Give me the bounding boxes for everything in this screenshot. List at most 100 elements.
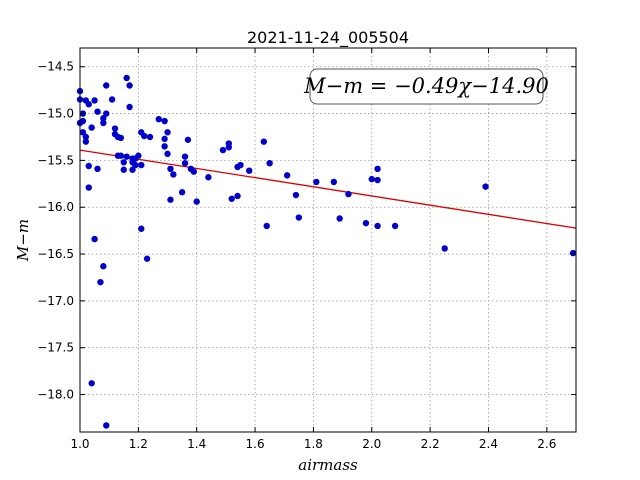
- data-point: [100, 115, 107, 122]
- data-point: [374, 222, 381, 230]
- annotation-box: [309, 68, 544, 105]
- data-point: [184, 136, 192, 143]
- data-point: [132, 161, 139, 169]
- data-point: [82, 138, 90, 145]
- data-point: [85, 184, 92, 191]
- x-tick-label: 2.6: [537, 437, 556, 451]
- data-point: [219, 146, 227, 154]
- y-tick-label: −16.0: [37, 200, 74, 214]
- data-point: [225, 144, 232, 151]
- data-point: [374, 165, 381, 173]
- y-tick-label: −17.0: [37, 294, 74, 308]
- data-point: [391, 222, 399, 230]
- x-tick-label: 2.2: [421, 437, 440, 451]
- y-tick-label: −15.5: [37, 153, 74, 167]
- y-tick-label: −14.5: [37, 60, 74, 74]
- data-point: [129, 166, 136, 173]
- data-point: [103, 82, 110, 89]
- data-point: [167, 165, 174, 173]
- data-point: [82, 133, 90, 141]
- x-tick-label: 1.8: [304, 437, 323, 451]
- data-points: [76, 74, 577, 429]
- data-point: [181, 153, 189, 160]
- plot-background: [80, 48, 576, 432]
- plot-frame: [79, 47, 577, 433]
- data-point: [91, 235, 98, 243]
- data-point: [108, 96, 116, 103]
- data-point: [190, 168, 197, 175]
- data-point: [94, 108, 101, 115]
- data-point: [234, 192, 241, 200]
- fit-line: [79, 149, 577, 229]
- data-point: [143, 255, 151, 262]
- data-point: [246, 167, 253, 174]
- data-point: [161, 117, 168, 125]
- equation-annotation: M−m = −0.49χ−14.90: [303, 68, 549, 105]
- data-point: [164, 150, 171, 158]
- data-point: [482, 183, 489, 190]
- data-point: [117, 134, 125, 142]
- x-axis-label: airmass: [298, 456, 358, 474]
- data-point: [330, 178, 338, 186]
- x-tick-label: 1.6: [246, 437, 265, 451]
- data-point: [88, 380, 95, 387]
- y-axis-label: M−m: [14, 219, 32, 262]
- axis-ticks: 1.0 1.2 1.4 1.6 1.8 2.0 2.2 2.4 2.6 −14.5 −15.0 −15…: [37, 48, 576, 451]
- data-point: [155, 115, 162, 123]
- y-tick-label: −16.5: [37, 247, 74, 261]
- data-point: [193, 198, 200, 205]
- x-tick-label: 1.4: [187, 437, 206, 451]
- data-point: [569, 249, 577, 257]
- data-point: [178, 189, 186, 196]
- data-point: [313, 178, 320, 186]
- data-point: [374, 176, 381, 184]
- data-point: [79, 129, 87, 136]
- annotation-text: M−m = −0.49χ−14.90: [303, 74, 549, 98]
- data-point: [170, 171, 177, 178]
- chart-title: 2021-11-24_005504: [247, 28, 409, 48]
- data-point: [120, 159, 127, 166]
- data-point: [146, 133, 154, 141]
- data-point: [123, 153, 130, 160]
- y-tick-label: −15.0: [37, 107, 74, 121]
- data-point: [120, 166, 127, 173]
- data-point: [441, 245, 448, 252]
- data-point: [336, 215, 343, 222]
- data-point: [103, 110, 110, 117]
- x-tick-label: 1.2: [129, 437, 148, 451]
- y-tick-label: −18.0: [37, 388, 74, 402]
- data-point: [345, 190, 352, 198]
- data-point: [97, 278, 104, 286]
- data-point: [111, 125, 119, 132]
- data-point: [135, 152, 142, 159]
- data-point: [263, 222, 270, 230]
- data-point: [85, 162, 92, 170]
- data-point: [167, 196, 174, 203]
- data-point: [138, 225, 145, 232]
- data-point: [164, 129, 171, 136]
- data-point: [283, 172, 291, 179]
- data-point: [260, 138, 268, 145]
- data-point: [94, 165, 101, 173]
- data-point: [161, 143, 168, 150]
- data-point: [292, 191, 300, 199]
- data-point: [100, 119, 107, 127]
- data-point: [117, 152, 125, 159]
- data-point: [123, 74, 130, 82]
- data-point: [295, 214, 303, 221]
- grid-lines: [79, 48, 576, 432]
- data-point: [85, 100, 92, 108]
- data-point: [126, 82, 133, 89]
- data-point: [237, 161, 244, 169]
- data-point: [103, 422, 110, 429]
- data-point: [266, 160, 273, 167]
- x-tick-label: 2.4: [479, 437, 498, 451]
- data-point: [79, 117, 87, 125]
- data-point: [126, 103, 133, 111]
- data-point: [88, 124, 95, 131]
- data-point: [100, 263, 107, 270]
- data-point: [368, 175, 375, 183]
- data-point: [362, 219, 370, 227]
- y-tick-label: −17.5: [37, 341, 74, 355]
